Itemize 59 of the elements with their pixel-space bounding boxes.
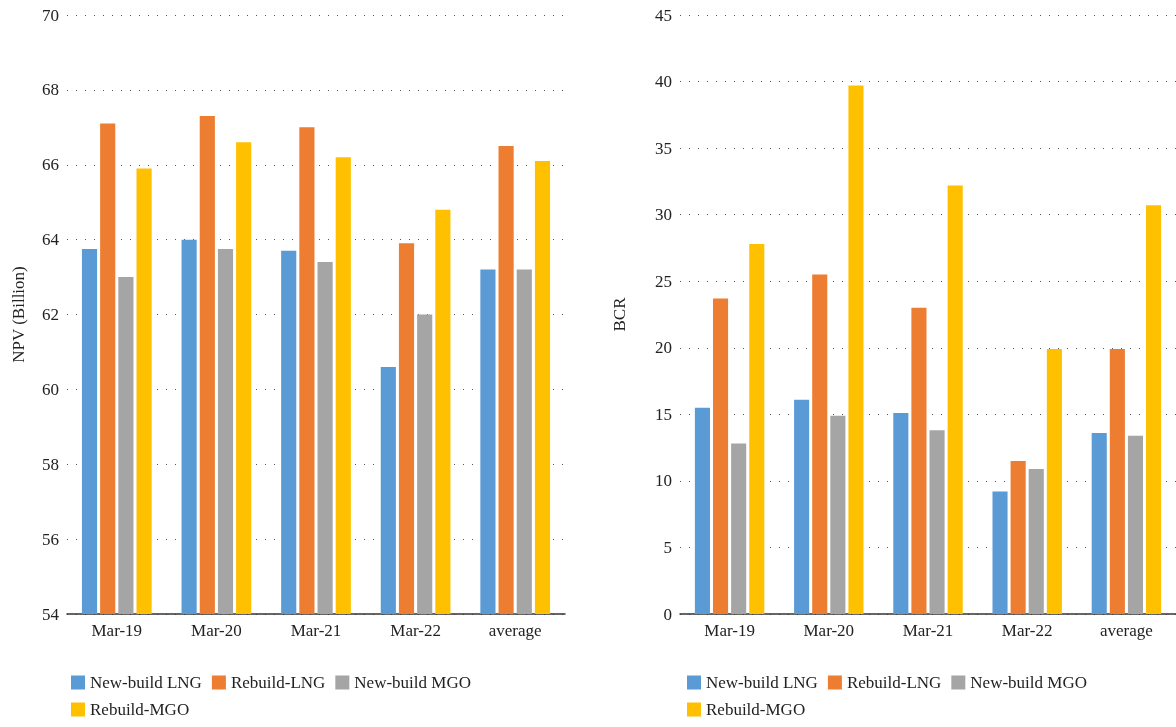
bar	[712, 298, 729, 614]
bar	[794, 399, 810, 614]
y-axis-title: NPV (Billion)	[9, 266, 28, 363]
legend-label: New-build MGO	[354, 673, 471, 692]
y-tick-label: 0	[663, 604, 672, 624]
bar	[1028, 468, 1044, 614]
x-tick-label: Mar-22	[390, 621, 441, 640]
y-axis-title: BCR	[610, 296, 629, 332]
y-tick-label: 70	[42, 5, 59, 25]
y-tick-label: 15	[655, 404, 672, 424]
legend-label: Rebuild-MGO	[90, 700, 190, 719]
y-tick-label: 64	[42, 230, 60, 250]
x-tick-label: Mar-22	[1001, 621, 1053, 640]
y-tick-label: 56	[42, 529, 59, 549]
y-tick-label: 5	[663, 537, 672, 557]
bar	[929, 430, 945, 614]
bar	[848, 85, 864, 614]
bar	[749, 243, 765, 614]
y-tick-label: 62	[42, 305, 59, 324]
bar	[992, 491, 1008, 614]
bar	[893, 413, 909, 614]
y-tick-label: 68	[42, 80, 59, 100]
y-tick-label: 30	[655, 205, 672, 225]
x-tick-label: Mar-19	[91, 621, 143, 640]
x-tick-label: Mar-20	[803, 621, 855, 640]
x-tick-label: average	[1099, 621, 1153, 640]
x-tick-label: Mar-21	[290, 621, 342, 640]
bar	[911, 307, 927, 614]
y-tick-label: 25	[655, 271, 672, 291]
x-tick-label: average	[488, 621, 542, 640]
y-tick-label: 20	[655, 338, 672, 358]
legend-label: Rebuild-LNG	[230, 673, 326, 692]
y-tick-label: 45	[655, 5, 672, 25]
legend-label: New-build MGO	[970, 673, 1087, 692]
bar	[731, 443, 747, 614]
y-tick-label: 60	[42, 379, 59, 399]
legend-label: New-build LNG	[706, 673, 818, 692]
y-tick-label: 40	[655, 72, 672, 92]
bar	[1046, 349, 1062, 614]
x-tick-label: Mar-20	[191, 621, 242, 640]
bar	[947, 185, 963, 614]
legend-label: Rebuild-LNG	[846, 673, 942, 692]
bar	[1127, 435, 1144, 614]
legend-label: New-build LNG	[90, 673, 202, 692]
bar	[1109, 349, 1125, 614]
y-tick-label: 10	[655, 471, 672, 491]
legend-label: Rebuild-MGO	[706, 700, 806, 719]
bar	[1146, 205, 1162, 614]
x-tick-label: Mar-21	[902, 621, 954, 640]
bar	[1010, 460, 1026, 614]
bar	[1091, 432, 1107, 614]
y-tick-label: 35	[655, 138, 672, 158]
bar	[830, 415, 846, 614]
y-tick-label: 54	[42, 604, 60, 624]
x-tick-label: Mar-19	[704, 621, 755, 640]
bar	[694, 407, 710, 614]
bar	[812, 274, 828, 614]
y-tick-label: 58	[42, 454, 59, 474]
y-tick-label: 66	[42, 155, 59, 175]
